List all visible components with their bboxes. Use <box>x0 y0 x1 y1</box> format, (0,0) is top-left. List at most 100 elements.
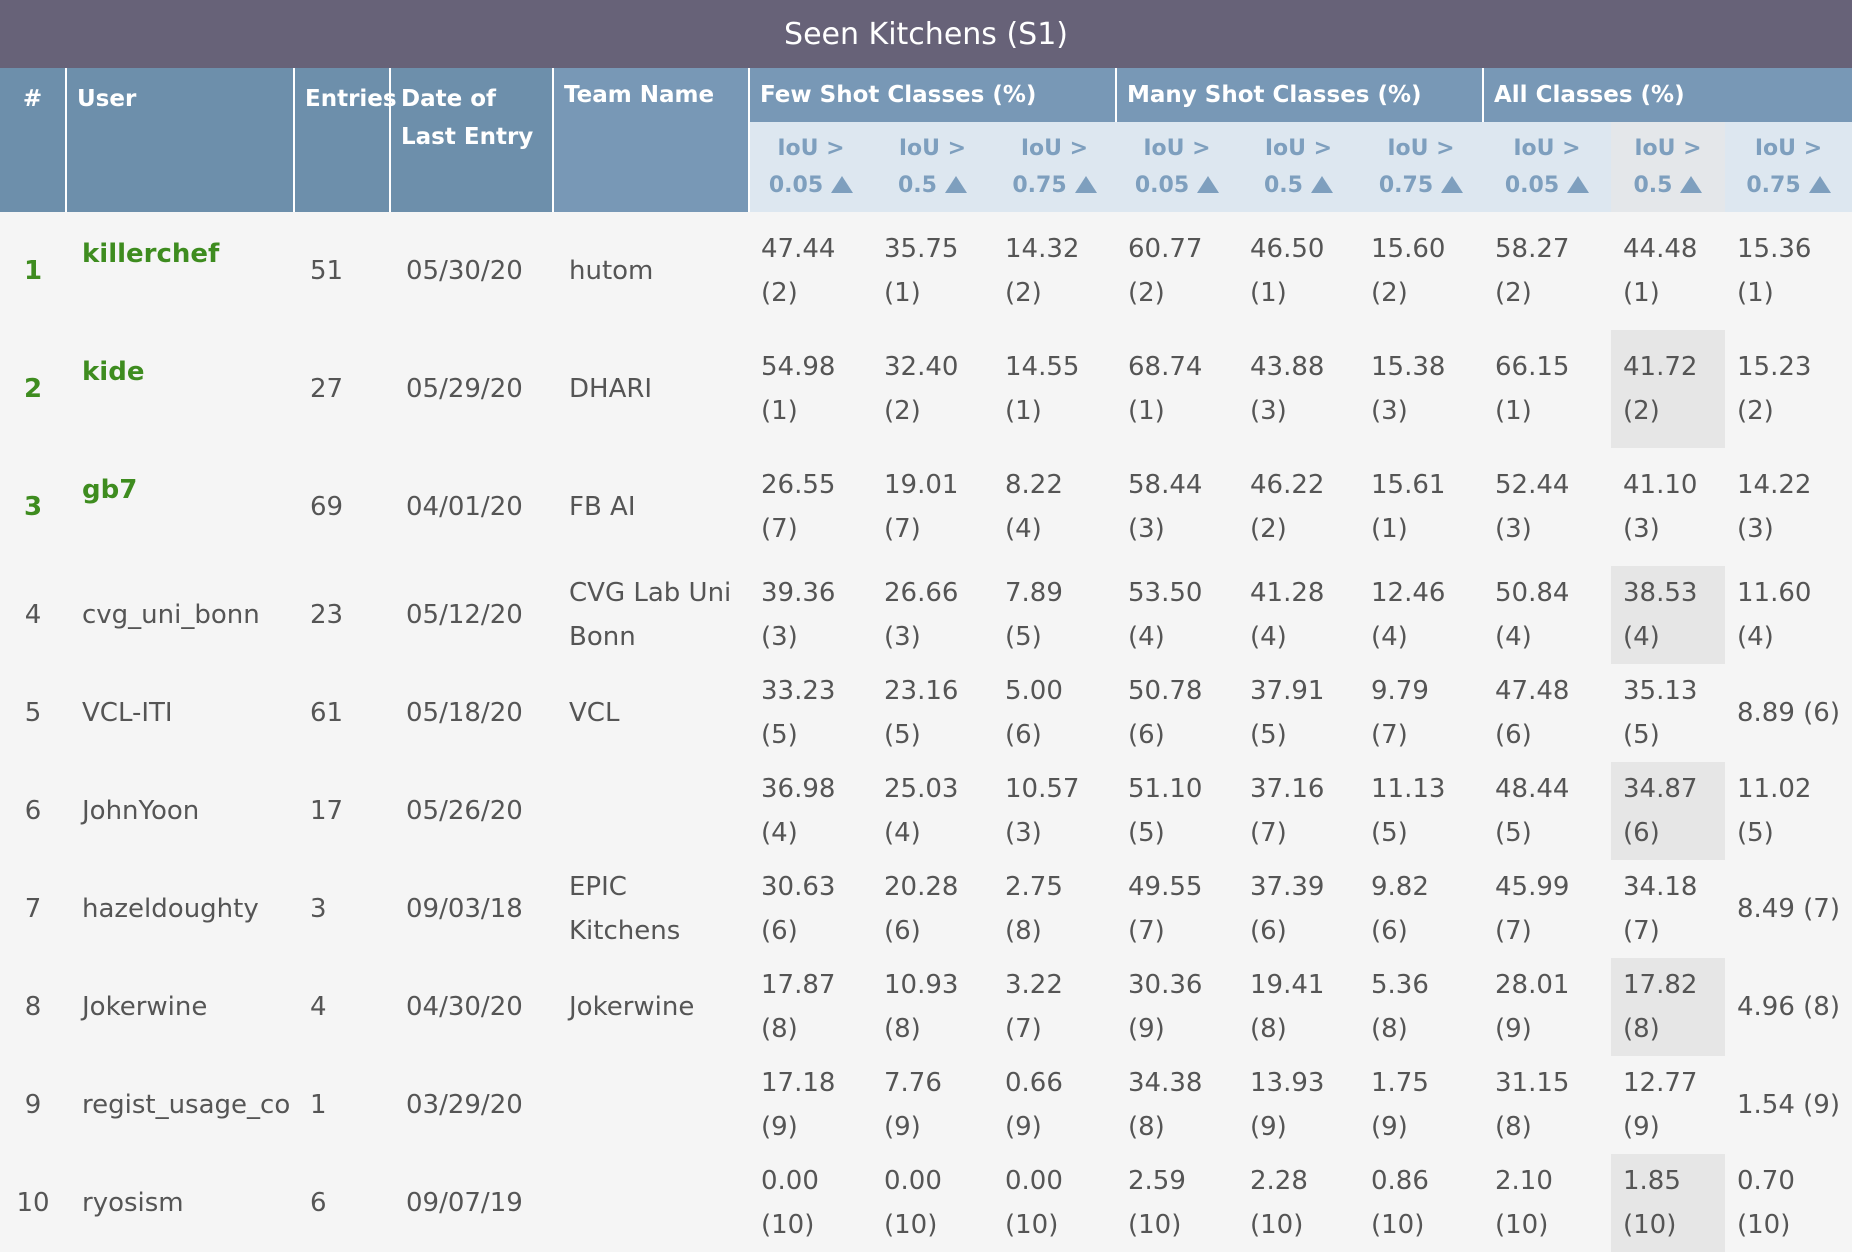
score-cell: 1.85 (10) <box>1611 1154 1725 1252</box>
user-cell[interactable]: gb7 <box>82 475 138 505</box>
score-cell: 17.87 (8) <box>761 970 836 1044</box>
iou-threshold-label: IoU > 0.75 <box>1378 136 1455 198</box>
team-cell <box>553 1154 749 1252</box>
score-cell: 15.23 (2) <box>1737 352 1812 426</box>
table-row: 7 hazeldoughty 3 09/03/18 EPIC Kitchens 30.63… <box>0 860 1852 958</box>
team-cell: EPIC Kitchens <box>569 872 681 946</box>
score-cell: 49.55 (7) <box>1128 872 1203 946</box>
rank-cell: 10 <box>16 1188 50 1218</box>
user-cell[interactable]: Jokerwine <box>82 992 208 1022</box>
score-cell: 8.89 (6) <box>1737 698 1840 728</box>
sort-few-iou-3[interactable]: IoU > 0.75 <box>993 122 1116 212</box>
rank-cell: 8 <box>24 992 42 1022</box>
user-cell[interactable]: kide <box>82 357 145 387</box>
score-cell: 26.55 (7) <box>761 470 836 544</box>
sort-all-iou-3[interactable]: IoU > 0.75 <box>1725 122 1852 212</box>
col-user[interactable]: User <box>66 68 295 212</box>
score-cell: 30.36 (9) <box>1128 970 1203 1044</box>
score-cell: 19.41 (8) <box>1250 970 1325 1044</box>
sort-many-iou-1[interactable]: IoU > 0.05 <box>1116 122 1238 212</box>
score-cell: 45.99 (7) <box>1495 872 1570 946</box>
score-cell: 35.75 (1) <box>884 234 959 308</box>
score-cell: 2.59 (10) <box>1128 1166 1186 1240</box>
score-cell: 32.40 (2) <box>884 352 959 426</box>
triangle-up-icon <box>1197 176 1220 193</box>
user-cell[interactable]: VCL-ITI <box>82 698 173 728</box>
score-cell: 13.93 (9) <box>1250 1068 1325 1142</box>
group-all-classes: All Classes (%) <box>1483 68 1852 122</box>
team-cell: DHARI <box>569 374 653 404</box>
rank-cell: 3 <box>23 492 43 522</box>
date-cell: 04/01/20 <box>406 492 523 522</box>
score-cell: 37.39 (6) <box>1250 872 1325 946</box>
sort-many-iou-2[interactable]: IoU > 0.5 <box>1238 122 1359 212</box>
triangle-up-icon <box>1680 176 1703 193</box>
score-cell: 15.61 (1) <box>1371 470 1446 544</box>
iou-threshold-label: IoU > 0.05 <box>768 136 845 198</box>
user-cell[interactable]: cvg_uni_bonn <box>82 600 260 630</box>
score-cell: 15.36 (1) <box>1737 234 1812 308</box>
score-cell: 12.77 (9) <box>1623 1068 1698 1142</box>
table-row: 3 gb7 69 04/01/20 FB AI 26.55 (7) 19.01 (7) 8.2… <box>0 448 1852 566</box>
col-entries[interactable]: Entries <box>294 68 397 212</box>
score-cell: 48.44 (5) <box>1495 774 1570 848</box>
score-cell: 12.46 (4) <box>1371 578 1446 652</box>
score-cell: 38.53 (4) <box>1611 566 1725 664</box>
score-cell: 1.75 (9) <box>1371 1068 1429 1142</box>
triangle-up-icon <box>1310 176 1333 193</box>
date-cell: 05/26/20 <box>406 796 523 826</box>
sort-all-iou-1[interactable]: IoU > 0.05 <box>1483 122 1611 212</box>
score-cell: 8.22 (4) <box>1005 470 1063 544</box>
user-cell[interactable]: killerchef <box>82 239 220 269</box>
score-cell: 2.28 (10) <box>1250 1166 1308 1240</box>
score-cell: 5.00 (6) <box>1005 676 1063 750</box>
sort-few-iou-1[interactable]: IoU > 0.05 <box>749 122 872 212</box>
date-cell: 05/29/20 <box>406 374 523 404</box>
sort-all-iou-2[interactable]: IoU > 0.5 <box>1611 122 1725 212</box>
entries-cell: 61 <box>310 698 344 728</box>
score-cell: 3.22 (7) <box>1005 970 1063 1044</box>
user-cell[interactable]: hazeldoughty <box>82 894 259 924</box>
sort-many-iou-3[interactable]: IoU > 0.75 <box>1359 122 1483 212</box>
score-cell: 39.36 (3) <box>761 578 836 652</box>
score-cell: 35.13 (5) <box>1623 676 1698 750</box>
rank-cell: 2 <box>23 374 43 404</box>
score-cell: 0.00 (10) <box>761 1166 819 1240</box>
user-cell[interactable]: JohnYoon <box>82 796 200 826</box>
iou-threshold-label: IoU > 0.5 <box>1633 136 1702 198</box>
table-row: 9 regist_usage_co 1 03/29/20 17.18 (9) 7.76 (… <box>0 1056 1852 1154</box>
col-team[interactable]: Team Name <box>553 68 750 212</box>
iou-threshold-label: IoU > 0.05 <box>1504 136 1581 198</box>
score-cell: 17.18 (9) <box>761 1068 836 1142</box>
score-cell: 9.82 (6) <box>1371 872 1429 946</box>
col-date[interactable]: Date of Last Entry <box>390 68 554 212</box>
rank-cell: 9 <box>24 1090 42 1120</box>
score-cell: 7.76 (9) <box>884 1068 942 1142</box>
score-cell: 0.00 (10) <box>1005 1166 1063 1240</box>
user-cell[interactable]: regist_usage_co <box>82 1090 291 1120</box>
score-cell: 41.10 (3) <box>1623 470 1698 544</box>
col-rank[interactable]: # <box>0 68 67 212</box>
score-cell: 58.27 (2) <box>1495 234 1570 308</box>
iou-threshold-label: IoU > 0.5 <box>1264 136 1333 198</box>
user-cell[interactable]: ryosism <box>82 1188 184 1218</box>
score-cell: 31.15 (8) <box>1495 1068 1570 1142</box>
score-cell: 37.91 (5) <box>1250 676 1325 750</box>
score-cell: 11.02 (5) <box>1737 774 1812 848</box>
score-cell: 25.03 (4) <box>884 774 959 848</box>
score-cell: 43.88 (3) <box>1250 352 1325 426</box>
score-cell: 66.15 (1) <box>1495 352 1570 426</box>
score-cell: 58.44 (3) <box>1128 470 1203 544</box>
score-cell: 47.44 (2) <box>761 234 836 308</box>
score-cell: 33.23 (5) <box>761 676 836 750</box>
triangle-up-icon <box>1567 176 1590 193</box>
triangle-up-icon <box>831 176 854 193</box>
score-cell: 28.01 (9) <box>1495 970 1570 1044</box>
score-cell: 8.49 (7) <box>1737 894 1840 924</box>
score-cell: 19.01 (7) <box>884 470 959 544</box>
entries-cell: 1 <box>310 1090 327 1120</box>
score-cell: 36.98 (4) <box>761 774 836 848</box>
score-cell: 10.93 (8) <box>884 970 959 1044</box>
sort-few-iou-2[interactable]: IoU > 0.5 <box>872 122 993 212</box>
